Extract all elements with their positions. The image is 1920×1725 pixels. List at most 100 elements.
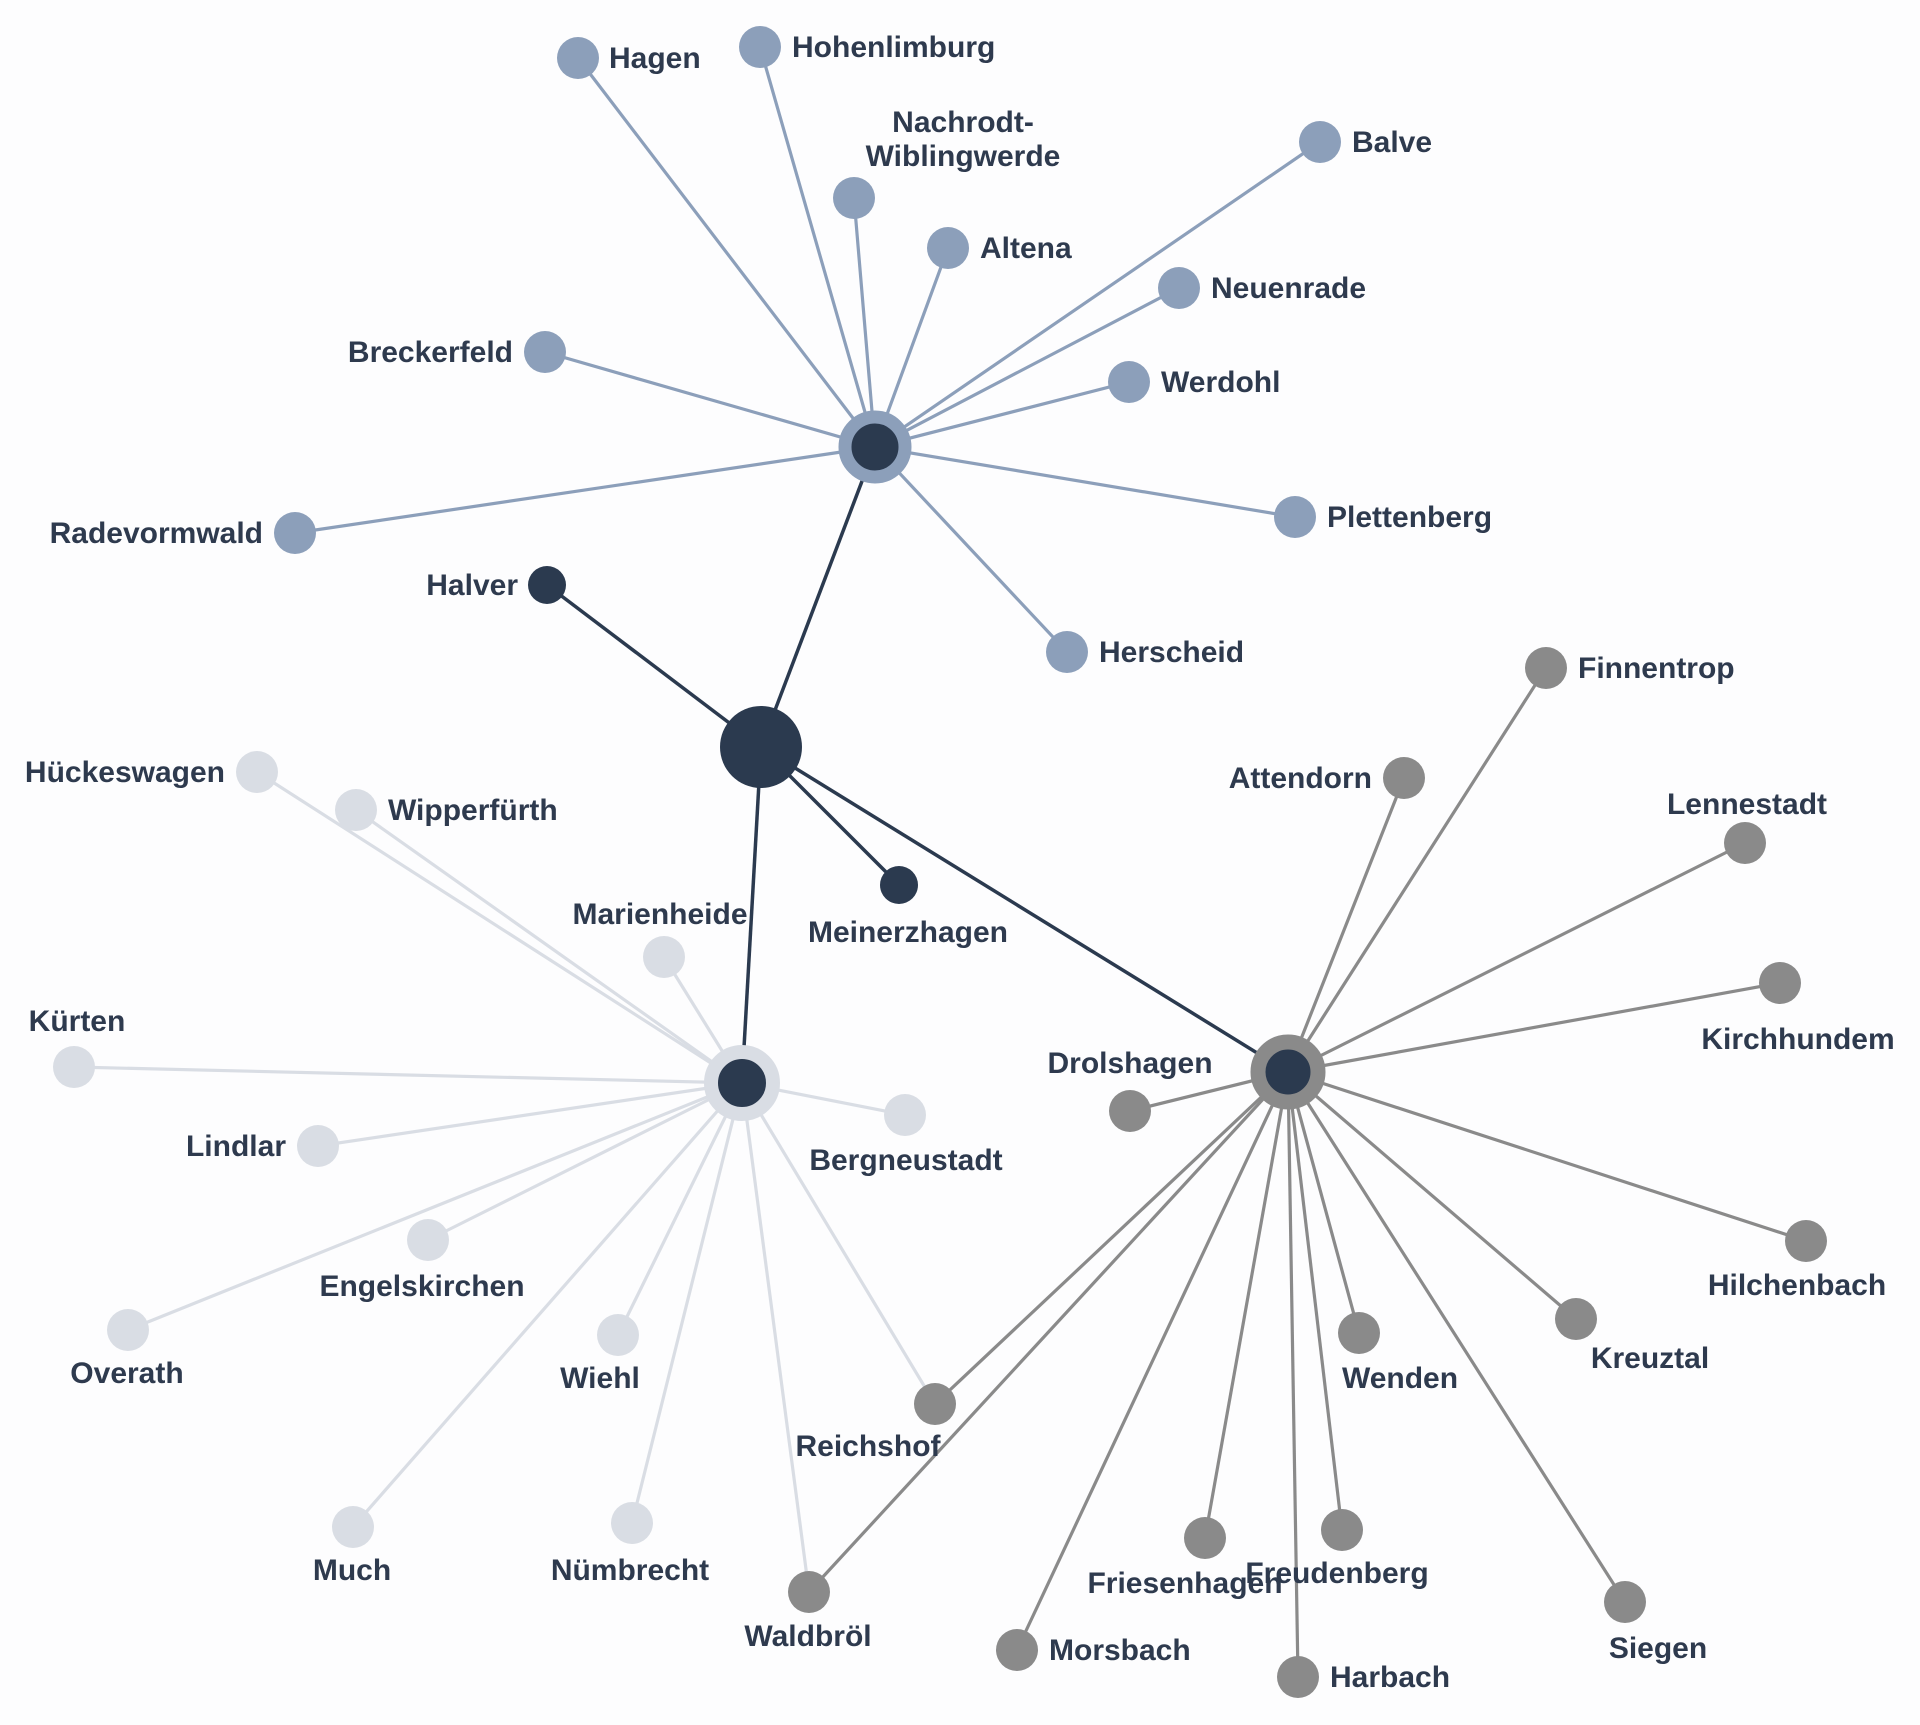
edge-hub-top-breckerfeld xyxy=(544,350,876,449)
node-reichshof[interactable] xyxy=(914,1383,956,1425)
edge-hub-right-kirchhundem xyxy=(1287,981,1781,1074)
node-waldbroel[interactable] xyxy=(788,1571,830,1613)
label-breckerfeld: Breckerfeld xyxy=(348,336,513,369)
node-kreuztal[interactable] xyxy=(1555,1298,1597,1340)
label-hohenlimburg: Hohenlimburg xyxy=(792,31,995,64)
node-engelskirchen[interactable] xyxy=(407,1219,449,1261)
node-lennestadt[interactable] xyxy=(1724,822,1766,864)
label-kreuztal: Kreuztal xyxy=(1591,1342,1709,1375)
edge-hub-left-kuerten xyxy=(73,1065,743,1085)
node-balve[interactable] xyxy=(1299,121,1341,163)
edge-hub-left-lindlar xyxy=(317,1081,743,1148)
label-hilchenbach: Hilchenbach xyxy=(1708,1269,1886,1302)
edge-hub-right-freudenberg xyxy=(1286,1071,1344,1531)
edge-hub-right-reichshof xyxy=(933,1070,1290,1406)
edge-hub-top-hagen xyxy=(576,57,877,448)
node-attendorn[interactable] xyxy=(1383,757,1425,799)
node-wiehl[interactable] xyxy=(597,1314,639,1356)
node-hub-left[interactable] xyxy=(704,1045,780,1121)
node-radevormwald[interactable] xyxy=(274,512,316,554)
node-altena[interactable] xyxy=(927,227,969,269)
label-kirchhundem: Kirchhundem xyxy=(1701,1023,1894,1056)
label-herscheid: Herscheid xyxy=(1099,636,1244,669)
label-waldbroel: Waldbröl xyxy=(744,1620,871,1653)
edge-central-hub-right xyxy=(760,745,1289,1074)
edge-hub-left-reichshof xyxy=(740,1082,937,1405)
edge-hub-left-overath xyxy=(127,1081,743,1332)
label-werdohl: Werdohl xyxy=(1161,366,1280,399)
label-nachrodt-wiblingwerde: Nachrodt-Wiblingwerde xyxy=(866,106,1061,173)
edge-hub-right-kreuztal xyxy=(1286,1070,1578,1321)
edge-hub-top-nachrodt-wiblingwerde xyxy=(852,197,877,448)
node-drolshagen[interactable] xyxy=(1109,1090,1151,1132)
node-friesenhagen[interactable] xyxy=(1184,1517,1226,1559)
label-finnentrop: Finnentrop xyxy=(1578,652,1735,685)
node-hilchenbach[interactable] xyxy=(1785,1220,1827,1262)
edge-hub-right-hilchenbach xyxy=(1287,1070,1807,1243)
node-halver[interactable] xyxy=(528,566,566,604)
node-freudenberg[interactable] xyxy=(1321,1509,1363,1551)
label-meinerzhagen: Meinerzhagen xyxy=(808,916,1008,949)
edge-hub-top-herscheid xyxy=(873,445,1069,654)
node-wenden[interactable] xyxy=(1338,1312,1380,1354)
node-nuembrecht[interactable] xyxy=(611,1502,653,1544)
label-friesenhagen: Friesenhagen xyxy=(1087,1567,1282,1600)
node-plettenberg[interactable] xyxy=(1274,496,1316,538)
node-bergneustadt[interactable] xyxy=(884,1094,926,1136)
edge-hub-right-friesenhagen xyxy=(1203,1071,1290,1539)
node-werdohl[interactable] xyxy=(1108,361,1150,403)
edge-hub-left-wiehl xyxy=(616,1082,744,1336)
label-balve: Balve xyxy=(1352,126,1432,159)
label-morsbach: Morsbach xyxy=(1049,1634,1191,1667)
label-drolshagen: Drolshagen xyxy=(1047,1047,1212,1080)
edge-hub-top-werdohl xyxy=(874,380,1130,449)
label-altena: Altena xyxy=(980,232,1072,265)
node-kirchhundem[interactable] xyxy=(1759,962,1801,1004)
node-central[interactable] xyxy=(720,706,802,788)
label-halver: Halver xyxy=(426,569,518,602)
node-hub-right[interactable] xyxy=(1250,1034,1326,1110)
node-siegen[interactable] xyxy=(1604,1581,1646,1623)
node-marienheide[interactable] xyxy=(643,936,685,978)
edge-central-hub-left xyxy=(740,746,763,1084)
node-finnentrop[interactable] xyxy=(1525,647,1567,689)
node-breckerfeld[interactable] xyxy=(524,331,566,373)
edge-central-halver xyxy=(545,583,763,749)
edge-hub-left-engelskirchen xyxy=(427,1081,743,1242)
label-engelskirchen: Engelskirchen xyxy=(319,1270,524,1303)
node-hagen[interactable] xyxy=(557,37,599,79)
edge-hub-right-harbach xyxy=(1286,1071,1300,1678)
edge-hub-top-radevormwald xyxy=(294,445,876,535)
node-wipperfuerth[interactable] xyxy=(335,789,377,831)
node-neuenrade[interactable] xyxy=(1158,267,1200,309)
label-freudenberg: Freudenberg xyxy=(1245,1557,1428,1590)
label-radevormwald: Radevormwald xyxy=(50,517,263,550)
node-meinerzhagen[interactable] xyxy=(880,866,918,904)
edge-hub-top-plettenberg xyxy=(874,445,1296,519)
label-wiehl: Wiehl xyxy=(560,1362,640,1395)
node-morsbach[interactable] xyxy=(996,1629,1038,1671)
node-herscheid[interactable] xyxy=(1046,631,1088,673)
node-nachrodt-wiblingwerde[interactable] xyxy=(833,177,875,219)
node-lindlar[interactable] xyxy=(297,1125,339,1167)
node-harbach[interactable] xyxy=(1277,1656,1319,1698)
edge-hub-left-wipperfuerth xyxy=(355,808,743,1085)
label-reichshof: Reichshof xyxy=(795,1430,941,1463)
node-hohenlimburg[interactable] xyxy=(739,26,781,68)
edge-hub-left-waldbroel xyxy=(740,1082,811,1593)
edge-hub-left-much xyxy=(351,1081,744,1529)
label-bergneustadt: Bergneustadt xyxy=(809,1144,1002,1177)
node-hueckeswagen[interactable] xyxy=(236,751,278,793)
node-hub-top[interactable] xyxy=(838,410,912,484)
edge-hub-right-attendorn xyxy=(1286,777,1406,1073)
node-overath[interactable] xyxy=(107,1309,149,1351)
node-much[interactable] xyxy=(332,1506,374,1548)
edge-hub-top-hohenlimburg xyxy=(758,46,877,448)
label-overath: Overath xyxy=(70,1357,183,1390)
node-kuerten[interactable] xyxy=(53,1046,95,1088)
label-harbach: Harbach xyxy=(1330,1661,1450,1694)
label-wenden: Wenden xyxy=(1342,1362,1458,1395)
label-much: Much xyxy=(313,1554,391,1587)
